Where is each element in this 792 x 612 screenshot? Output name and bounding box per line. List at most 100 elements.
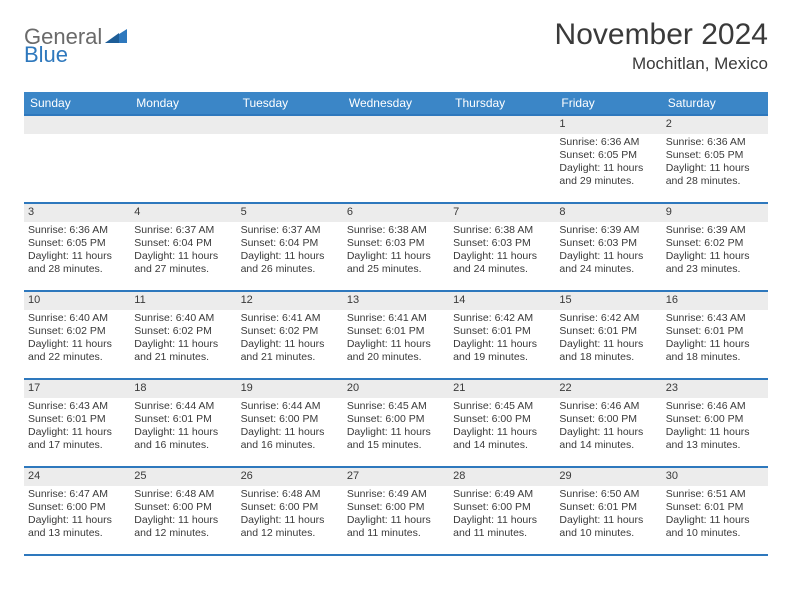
sunset-text: Sunset: 6:01 PM xyxy=(559,325,657,338)
sunset-text: Sunset: 6:01 PM xyxy=(134,413,232,426)
day-number: 20 xyxy=(343,380,449,398)
daylight-text: Daylight: 11 hours and 10 minutes. xyxy=(666,514,764,540)
day-body: Sunrise: 6:49 AMSunset: 6:00 PMDaylight:… xyxy=(449,486,555,545)
day-cell: 25Sunrise: 6:48 AMSunset: 6:00 PMDayligh… xyxy=(130,468,236,554)
daylight-text: Daylight: 11 hours and 21 minutes. xyxy=(134,338,232,364)
daylight-text: Daylight: 11 hours and 11 minutes. xyxy=(453,514,551,540)
daylight-text: Daylight: 11 hours and 21 minutes. xyxy=(241,338,339,364)
calendar-page: General November 2024 Mochitlan, Mexico … xyxy=(0,0,792,556)
sunset-text: Sunset: 6:03 PM xyxy=(559,237,657,250)
day-cell: 28Sunrise: 6:49 AMSunset: 6:00 PMDayligh… xyxy=(449,468,555,554)
day-cell: 17Sunrise: 6:43 AMSunset: 6:01 PMDayligh… xyxy=(24,380,130,466)
sunset-text: Sunset: 6:00 PM xyxy=(666,413,764,426)
day-number: 18 xyxy=(130,380,236,398)
sunset-text: Sunset: 6:01 PM xyxy=(347,325,445,338)
daylight-text: Daylight: 11 hours and 15 minutes. xyxy=(347,426,445,452)
day-number: 26 xyxy=(237,468,343,486)
dayhead-sun: Sunday xyxy=(24,92,130,114)
daylight-text: Daylight: 11 hours and 14 minutes. xyxy=(559,426,657,452)
daylight-text: Daylight: 11 hours and 19 minutes. xyxy=(453,338,551,364)
sunset-text: Sunset: 6:03 PM xyxy=(453,237,551,250)
day-number: 15 xyxy=(555,292,661,310)
day-cell: 6Sunrise: 6:38 AMSunset: 6:03 PMDaylight… xyxy=(343,204,449,290)
day-body: Sunrise: 6:36 AMSunset: 6:05 PMDaylight:… xyxy=(662,134,768,193)
sunrise-text: Sunrise: 6:39 AM xyxy=(559,224,657,237)
day-cell xyxy=(24,116,130,202)
daylight-text: Daylight: 11 hours and 25 minutes. xyxy=(347,250,445,276)
sunrise-text: Sunrise: 6:36 AM xyxy=(28,224,126,237)
day-body: Sunrise: 6:41 AMSunset: 6:01 PMDaylight:… xyxy=(343,310,449,369)
day-cell: 27Sunrise: 6:49 AMSunset: 6:00 PMDayligh… xyxy=(343,468,449,554)
day-cell: 3Sunrise: 6:36 AMSunset: 6:05 PMDaylight… xyxy=(24,204,130,290)
dayhead-thu: Thursday xyxy=(449,92,555,114)
sunset-text: Sunset: 6:00 PM xyxy=(453,413,551,426)
sunrise-text: Sunrise: 6:37 AM xyxy=(241,224,339,237)
sunset-text: Sunset: 6:00 PM xyxy=(559,413,657,426)
day-body: Sunrise: 6:44 AMSunset: 6:00 PMDaylight:… xyxy=(237,398,343,457)
sunrise-text: Sunrise: 6:48 AM xyxy=(241,488,339,501)
day-number xyxy=(237,116,343,134)
day-body: Sunrise: 6:36 AMSunset: 6:05 PMDaylight:… xyxy=(555,134,661,193)
day-cell: 21Sunrise: 6:45 AMSunset: 6:00 PMDayligh… xyxy=(449,380,555,466)
day-number: 12 xyxy=(237,292,343,310)
week-row: 10Sunrise: 6:40 AMSunset: 6:02 PMDayligh… xyxy=(24,290,768,378)
sunset-text: Sunset: 6:00 PM xyxy=(241,501,339,514)
day-number: 10 xyxy=(24,292,130,310)
sunrise-text: Sunrise: 6:44 AM xyxy=(134,400,232,413)
daylight-text: Daylight: 11 hours and 20 minutes. xyxy=(347,338,445,364)
sunrise-text: Sunrise: 6:36 AM xyxy=(666,136,764,149)
day-number: 21 xyxy=(449,380,555,398)
day-cell: 15Sunrise: 6:42 AMSunset: 6:01 PMDayligh… xyxy=(555,292,661,378)
day-body: Sunrise: 6:39 AMSunset: 6:03 PMDaylight:… xyxy=(555,222,661,281)
day-number: 9 xyxy=(662,204,768,222)
calendar-grid: Sunday Monday Tuesday Wednesday Thursday… xyxy=(24,92,768,556)
day-body: Sunrise: 6:47 AMSunset: 6:00 PMDaylight:… xyxy=(24,486,130,545)
sunrise-text: Sunrise: 6:51 AM xyxy=(666,488,764,501)
sunset-text: Sunset: 6:01 PM xyxy=(666,325,764,338)
day-number: 24 xyxy=(24,468,130,486)
day-number: 8 xyxy=(555,204,661,222)
day-cell: 1Sunrise: 6:36 AMSunset: 6:05 PMDaylight… xyxy=(555,116,661,202)
daylight-text: Daylight: 11 hours and 17 minutes. xyxy=(28,426,126,452)
sunset-text: Sunset: 6:02 PM xyxy=(28,325,126,338)
weeks-container: 1Sunrise: 6:36 AMSunset: 6:05 PMDaylight… xyxy=(24,114,768,554)
sunrise-text: Sunrise: 6:42 AM xyxy=(559,312,657,325)
sunrise-text: Sunrise: 6:43 AM xyxy=(28,400,126,413)
dayhead-wed: Wednesday xyxy=(343,92,449,114)
day-body: Sunrise: 6:37 AMSunset: 6:04 PMDaylight:… xyxy=(237,222,343,281)
daylight-text: Daylight: 11 hours and 23 minutes. xyxy=(666,250,764,276)
daylight-text: Daylight: 11 hours and 10 minutes. xyxy=(559,514,657,540)
sunset-text: Sunset: 6:00 PM xyxy=(347,413,445,426)
day-cell: 20Sunrise: 6:45 AMSunset: 6:00 PMDayligh… xyxy=(343,380,449,466)
daylight-text: Daylight: 11 hours and 11 minutes. xyxy=(347,514,445,540)
day-cell xyxy=(130,116,236,202)
day-cell xyxy=(343,116,449,202)
daylight-text: Daylight: 11 hours and 13 minutes. xyxy=(666,426,764,452)
logo-triangle-icon xyxy=(105,27,127,48)
day-number: 5 xyxy=(237,204,343,222)
day-cell: 7Sunrise: 6:38 AMSunset: 6:03 PMDaylight… xyxy=(449,204,555,290)
day-cell: 14Sunrise: 6:42 AMSunset: 6:01 PMDayligh… xyxy=(449,292,555,378)
sunrise-text: Sunrise: 6:46 AM xyxy=(559,400,657,413)
day-cell: 19Sunrise: 6:44 AMSunset: 6:00 PMDayligh… xyxy=(237,380,343,466)
day-body: Sunrise: 6:46 AMSunset: 6:00 PMDaylight:… xyxy=(555,398,661,457)
sunset-text: Sunset: 6:03 PM xyxy=(347,237,445,250)
logo-text-blue: Blue xyxy=(24,42,68,67)
sunset-text: Sunset: 6:00 PM xyxy=(241,413,339,426)
day-cell: 4Sunrise: 6:37 AMSunset: 6:04 PMDaylight… xyxy=(130,204,236,290)
week-row: 24Sunrise: 6:47 AMSunset: 6:00 PMDayligh… xyxy=(24,466,768,554)
day-body: Sunrise: 6:42 AMSunset: 6:01 PMDaylight:… xyxy=(449,310,555,369)
day-body: Sunrise: 6:40 AMSunset: 6:02 PMDaylight:… xyxy=(24,310,130,369)
day-body: Sunrise: 6:40 AMSunset: 6:02 PMDaylight:… xyxy=(130,310,236,369)
header: General November 2024 Mochitlan, Mexico xyxy=(24,18,768,74)
sunrise-text: Sunrise: 6:47 AM xyxy=(28,488,126,501)
sunset-text: Sunset: 6:04 PM xyxy=(241,237,339,250)
sunset-text: Sunset: 6:02 PM xyxy=(666,237,764,250)
day-body: Sunrise: 6:43 AMSunset: 6:01 PMDaylight:… xyxy=(662,310,768,369)
sunset-text: Sunset: 6:00 PM xyxy=(134,501,232,514)
day-number: 22 xyxy=(555,380,661,398)
day-cell: 16Sunrise: 6:43 AMSunset: 6:01 PMDayligh… xyxy=(662,292,768,378)
sunrise-text: Sunrise: 6:37 AM xyxy=(134,224,232,237)
sunset-text: Sunset: 6:01 PM xyxy=(453,325,551,338)
day-body: Sunrise: 6:41 AMSunset: 6:02 PMDaylight:… xyxy=(237,310,343,369)
